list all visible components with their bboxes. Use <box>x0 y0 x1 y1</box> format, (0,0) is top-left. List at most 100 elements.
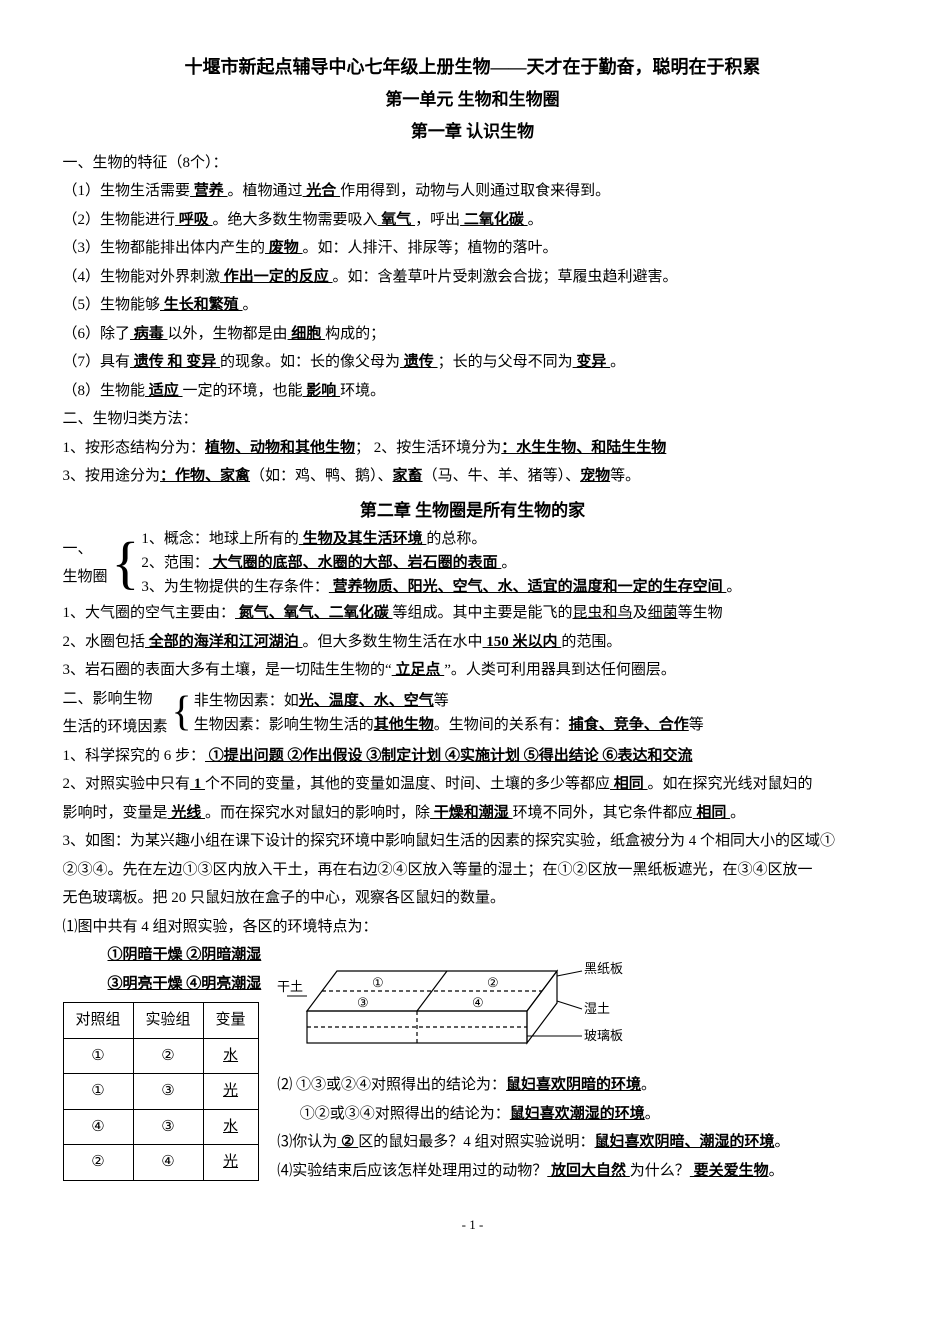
t: 影响时，变量是 <box>63 805 168 821</box>
th: 变量 <box>203 1003 258 1039</box>
blank: ①提出问题 ②作出假设 ③制定计划 ④实施计划 ⑤得出结论 ⑥表达和交流 <box>205 748 693 764</box>
blank: 鼠妇喜欢潮湿的环境 <box>510 1106 645 1122</box>
t: （4）生物能对外界刺激 <box>63 269 221 285</box>
note-1: 1、大气圈的空气主要由： 氮气、氧气、二氧化碳 等组成。其中主要是能飞的昆虫和鸟… <box>63 599 883 628</box>
blank: 全部的海洋和江河湖泊 <box>145 634 303 650</box>
t: 等生物 <box>678 605 723 621</box>
blank: 生长和繁殖 <box>160 297 243 313</box>
blank: 遗传 和 变异 <box>130 354 220 370</box>
t: 区的鼠妇最多？4 组对照实验说明： <box>358 1134 594 1150</box>
blank: 要关爱生物 <box>690 1163 769 1179</box>
table-row: ①③光 <box>63 1074 258 1110</box>
t: （如：鸡、鸭、鹅）、 <box>250 468 393 484</box>
t: 二、影响生物 <box>63 685 168 714</box>
td: ① <box>63 1074 133 1110</box>
blank: 鼠妇喜欢阴暗、潮湿的环境 <box>595 1134 775 1150</box>
t: ，呼出 <box>415 212 460 228</box>
t: 为什么？ <box>630 1163 690 1179</box>
left-col: ①阴暗干燥 ②阴暗潮湿 ③明亮干燥 ④明亮潮湿 对照组实验组变量 ①②水 ①③光… <box>63 941 262 1181</box>
t: 。如：含羞草叶片受刺激会合拢；草履虫趋利避害。 <box>333 269 678 285</box>
t: （5）生物能够 <box>63 297 161 313</box>
wet-soil-label: 湿土 <box>584 1001 610 1016</box>
feat-7: （7）具有 遗传 和 变异 的现象。如：长的像父母为 遗传 ；长的与父母不同为 … <box>63 348 883 377</box>
t: 2、水圈包括 <box>63 634 146 650</box>
t: 。如在探究光线对鼠妇的 <box>648 776 813 792</box>
region-3-label: ③ <box>357 995 369 1010</box>
blank: 适应 <box>145 383 183 399</box>
t: 。 <box>501 555 516 571</box>
t: ⑵ ①③或②④对照得出的结论为： <box>277 1077 506 1093</box>
t: 3、按用途分为 <box>63 468 161 484</box>
right-col: ① ② ③ ④ 干土 黑纸板 湿土 玻璃板 ⑵ ①③或②④对照得出的结论为：鼠妇… <box>277 941 882 1185</box>
step-2a: 2、对照实验中只有 1 个不同的变量，其他的变量如温度、时间、土壤的多少等都应 … <box>63 770 883 799</box>
brace-label: 一、 生物圈 <box>63 527 110 599</box>
page: 十堰市新起点辅导中心七年级上册生物——天才在于勤奋，聪明在于积累 第一单元 生物… <box>3 0 943 1278</box>
td: 水 <box>203 1038 258 1074</box>
blank: 捕食、竞争、合作 <box>569 717 689 733</box>
brace-content: 1、概念：地球上所有的 生物及其生活环境 的总称。 2、范围： 大气圈的底部、水… <box>141 527 741 599</box>
sec1-heading: 一、生物的特征（8个）： <box>63 149 883 178</box>
note-2: 2、水圈包括 全部的海洋和江河湖泊 。但大多数生物生活在水中 150 米以内 的… <box>63 628 883 657</box>
td: ② <box>133 1038 203 1074</box>
doc-title: 十堰市新起点辅导中心七年级上册生物——天才在于勤奋，聪明在于积累 <box>63 50 883 84</box>
blank: 宠物 <box>580 468 610 484</box>
t: （8）生物能 <box>63 383 146 399</box>
t: 生物圈 <box>63 563 108 592</box>
t: 非生物因素：如 <box>194 693 299 709</box>
t: （2）生物能进行 <box>63 212 176 228</box>
blank: 营养 <box>190 183 228 199</box>
blank: 废物 <box>265 240 303 256</box>
t: （1）生物生活需要 <box>63 183 191 199</box>
t: 。 <box>769 1163 784 1179</box>
td: ④ <box>133 1145 203 1181</box>
t: 等 <box>689 717 704 733</box>
step-2b: 影响时，变量是 光线 。而在探究水对鼠妇的影响时，除 干燥和潮湿 环境不同外，其… <box>63 799 883 828</box>
t: 。 <box>610 354 625 370</box>
t: ；长的与父母不同为 <box>438 354 573 370</box>
blank: 其他生物 <box>374 717 434 733</box>
blank: 影响 <box>303 383 341 399</box>
experiment-table: 对照组实验组变量 ①②水 ①③光 ④③水 ②④光 <box>63 1002 259 1181</box>
t: 3、为生物提供的生存条件： <box>141 579 329 595</box>
box-diagram: ① ② ③ ④ 干土 黑纸板 湿土 玻璃板 <box>277 941 637 1071</box>
conc-2a: ⑵ ①③或②④对照得出的结论为：鼠妇喜欢阴暗的环境。 <box>277 1071 882 1100</box>
t: 。绝大多数生物需要吸入 <box>213 212 378 228</box>
t: 。植物通过 <box>228 183 303 199</box>
feat-2: （2）生物能进行 呼吸 。绝大多数生物需要吸入 氧气 ，呼出 二氧化碳 。 <box>63 206 883 235</box>
t: 生活的环境因素 <box>63 713 168 742</box>
t: ； 2、按生活环境分为 <box>355 440 501 456</box>
t: （马、牛、羊、猪等）、 <box>423 468 581 484</box>
step-3b: ②③④。先在左边①③区内放入干土，再在右边②④区放入等量的湿土；在①②区放一黑纸… <box>63 856 883 885</box>
t: （3）生物都能排出体内产生的 <box>63 240 266 256</box>
t: 。 <box>730 805 745 821</box>
t: （7）具有 <box>63 354 131 370</box>
th: 实验组 <box>133 1003 203 1039</box>
blank: 相同 <box>610 776 648 792</box>
dry-soil-label: 干土 <box>277 979 303 994</box>
td: 水 <box>203 1109 258 1145</box>
glass-board-label: 玻璃板 <box>584 1028 623 1043</box>
feat-6: （6）除了 病毒 以外，生物都是由 细胞 构成的； <box>63 320 883 349</box>
blank: 生物及其生活环境 <box>299 531 427 547</box>
t: 以外，生物都是由 <box>168 326 288 342</box>
blank: 细胞 <box>288 326 326 342</box>
blank: ：作物、家禽 <box>160 468 250 484</box>
blank: 遗传 <box>400 354 438 370</box>
chapter-2-title: 第二章 生物圈是所有生物的家 <box>63 495 883 527</box>
region-4-label: ④ <box>472 995 484 1010</box>
ans-2: ③明亮干燥 ④明亮潮湿 <box>108 976 262 992</box>
blank: 变异 <box>573 354 611 370</box>
t: 1、科学探究的 6 步： <box>63 748 206 764</box>
td: ② <box>63 1145 133 1181</box>
blank: 病毒 <box>130 326 168 342</box>
t: 。而在探究水对鼠妇的影响时，除 <box>205 805 430 821</box>
blank: ：水生生物、和陆生生物 <box>501 440 666 456</box>
t: 1、大气圈的空气主要由： <box>63 605 236 621</box>
t: ⑷实验结束后应该怎样处理用过的动物？ <box>277 1163 547 1179</box>
t: 构成的； <box>325 326 385 342</box>
blank: 干燥和潮湿 <box>430 805 513 821</box>
td: ① <box>63 1038 133 1074</box>
t: 环境。 <box>340 383 385 399</box>
feat-8: （8）生物能 适应 一定的环境，也能 影响 环境。 <box>63 377 883 406</box>
t: 2、对照实验中只有 <box>63 776 191 792</box>
